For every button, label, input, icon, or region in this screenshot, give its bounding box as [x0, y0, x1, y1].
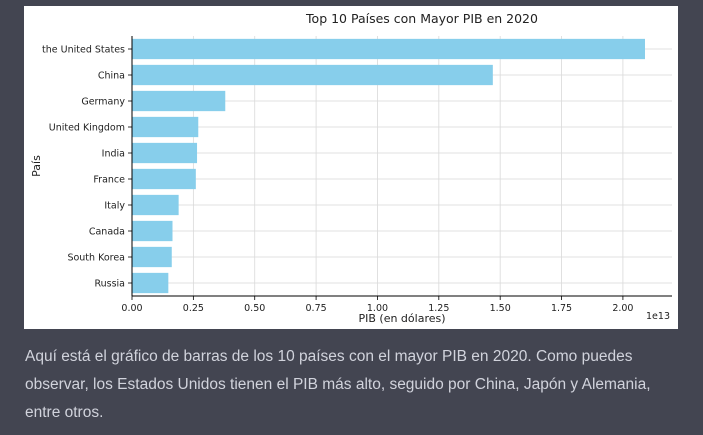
x-tick-label: 1.00 — [367, 303, 388, 314]
axes — [128, 36, 672, 300]
y-tick-label: China — [98, 71, 125, 82]
bar-germany — [132, 90, 226, 112]
x-tick-label: 1.50 — [490, 303, 511, 314]
bar-chart: 0.00 0.25 0.50 0.75 1.00 1.25 1.50 1.75 2.00 the … — [30, 11, 672, 325]
x-tick-label: 1.75 — [551, 303, 572, 314]
bar-canada — [132, 220, 173, 242]
y-tick-label: South Korea — [67, 253, 125, 264]
bar-the-united-states — [132, 38, 645, 60]
x-scale-label: 1e13 — [646, 311, 670, 322]
bars — [132, 38, 645, 294]
labels: 0.00 0.25 0.50 0.75 1.00 1.25 1.50 1.75 2.00 the … — [30, 11, 670, 325]
y-tick-label: Canada — [89, 227, 125, 238]
y-tick-label: India — [102, 149, 125, 160]
x-tick-label: 0.50 — [244, 303, 265, 314]
y-tick-label: Italy — [104, 201, 125, 212]
bar-china — [132, 64, 493, 86]
x-tick-label: 2.00 — [612, 303, 633, 314]
x-axis-label: PIB (en dólares) — [358, 312, 445, 325]
assistant-caption: Aquí está el gráfico de barras de los 10… — [25, 348, 651, 421]
chart-panel: 0.00 0.25 0.50 0.75 1.00 1.25 1.50 1.75 2.00 the … — [24, 6, 678, 329]
y-tick-label: Russia — [94, 279, 125, 290]
y-tick-label: United Kingdom — [49, 123, 125, 134]
bar-united-kingdom — [132, 116, 199, 138]
bar-italy — [132, 194, 179, 216]
bar-russia — [132, 272, 169, 294]
chart-title: Top 10 Países con Mayor PIB en 2020 — [305, 11, 538, 26]
x-tick-label: 0.00 — [121, 303, 142, 314]
bar-india — [132, 142, 198, 164]
y-tick-label: Germany — [81, 97, 125, 108]
x-tick-label: 0.75 — [306, 303, 327, 314]
y-tick-label: the United States — [42, 45, 125, 56]
y-axis-label: País — [30, 155, 43, 177]
bar-south-korea — [132, 246, 172, 268]
y-tick-label: France — [93, 175, 125, 186]
x-tick-label: 1.25 — [428, 303, 449, 314]
x-tick-label: 0.25 — [183, 303, 204, 314]
bar-france — [132, 168, 196, 190]
